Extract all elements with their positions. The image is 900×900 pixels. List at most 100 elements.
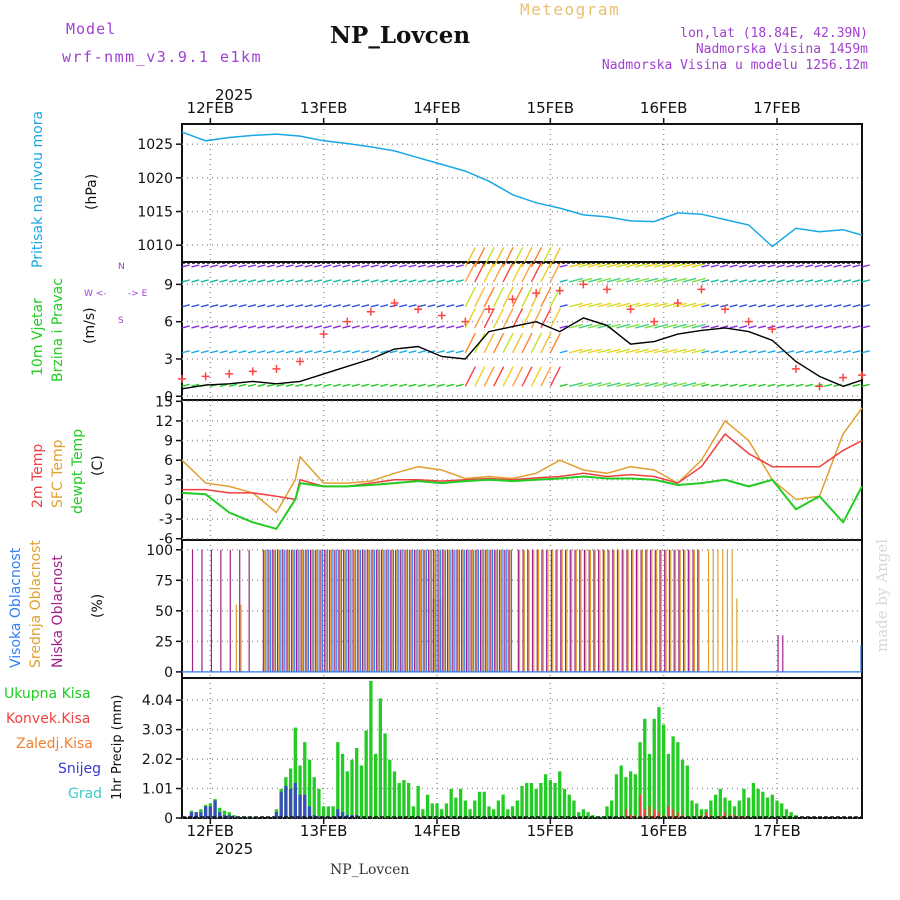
wind-vector [663, 302, 678, 308]
wind-vector [578, 262, 593, 268]
wind-vector [672, 323, 687, 329]
precip-total-bar [784, 809, 789, 818]
y-tick-label: 12 [155, 414, 173, 430]
precip-total-bar [458, 788, 463, 818]
precip-total-bar [718, 788, 722, 818]
wind-gust-mark [839, 373, 848, 382]
wind-vector [786, 264, 795, 268]
panel-wind [181, 261, 863, 401]
wind-vector [502, 307, 514, 329]
precip-total-bar [444, 803, 449, 818]
precip-total-bar [331, 806, 335, 818]
precip-total-bar [643, 718, 647, 818]
precip-total-bar [728, 800, 732, 818]
wind-vector [511, 366, 524, 387]
wind-vector [710, 350, 719, 354]
precip-total-bar [761, 791, 765, 818]
wind-vector [757, 304, 767, 308]
wind-vector [370, 304, 379, 308]
precip-total-bar [775, 800, 779, 818]
precip-total-bar [567, 794, 571, 818]
wind-vector [247, 304, 257, 308]
wind-vector [654, 348, 668, 354]
wind-vector [474, 261, 486, 283]
precip-total-bar [515, 800, 519, 818]
precip-conv-bar [705, 812, 708, 818]
precip-total-bar [411, 806, 416, 818]
wind-gust-mark [319, 330, 328, 339]
precip-total-bar [345, 771, 349, 818]
wind-vector [427, 304, 436, 308]
wind-vector [502, 366, 514, 387]
wind-vector [795, 350, 804, 354]
wind-vector [540, 332, 552, 354]
wind-vector [181, 304, 190, 308]
wind-vector [276, 279, 285, 283]
wind-vector [295, 304, 304, 308]
y-tick-label: 75 [155, 573, 173, 589]
wind-vector [654, 323, 668, 329]
wind-vector [314, 264, 323, 268]
precip-total-bar [312, 777, 316, 818]
wind-vector [672, 262, 687, 268]
wind-vector [842, 350, 852, 354]
wind-vector [691, 348, 706, 354]
wind-vector [181, 383, 190, 388]
wind-vector [587, 302, 602, 308]
wind-gust-mark [508, 295, 517, 304]
wind-vector [408, 264, 417, 268]
wind-vector [464, 286, 476, 308]
wind-vector [464, 261, 476, 283]
wind-vector [511, 261, 524, 283]
wind-vector [625, 277, 640, 283]
wind-vector [342, 325, 351, 329]
wind-vector [578, 323, 593, 329]
y-tick-label: 50 [155, 604, 173, 620]
wind-vector [304, 264, 313, 268]
wind-vector [757, 383, 767, 388]
wind-vector [483, 307, 495, 329]
y-tick-label: 1020 [137, 171, 173, 187]
day-label: 13FEB [299, 99, 348, 117]
wind-vector [257, 325, 266, 329]
wind-vector [549, 366, 561, 387]
wind-vector [295, 325, 304, 329]
precip-total-bar [695, 803, 699, 818]
wind-gust-mark [650, 317, 659, 326]
precip-conv-bar [676, 812, 679, 818]
wind-vector [511, 286, 524, 308]
wind-vector [635, 302, 650, 308]
y-tick-label: 1015 [137, 205, 173, 221]
wind-vector [332, 383, 342, 388]
wind-vector [238, 325, 247, 329]
wind-vector [776, 383, 785, 388]
wind-vector [530, 261, 543, 283]
wind-vector [483, 332, 495, 354]
wind-vector [569, 262, 583, 268]
wind-vector [493, 366, 505, 387]
wind-vector [417, 383, 427, 388]
wind-vector [427, 325, 436, 329]
wind-vector [530, 307, 543, 329]
wind-vector [729, 279, 738, 283]
wind-vector [276, 350, 285, 354]
wind-vector [181, 325, 190, 329]
precip-conv-bar [719, 816, 722, 818]
wind-vector [247, 325, 257, 329]
wind-vector [332, 264, 342, 268]
wind-vector [389, 350, 398, 354]
precip-total-bar [364, 730, 368, 818]
wind-vector [833, 325, 842, 329]
wind-vector [691, 277, 706, 283]
wind-vector [464, 307, 476, 329]
precip-total-bar [747, 797, 751, 818]
wind-vector [295, 350, 304, 354]
wind-vector [511, 307, 524, 329]
bottom-year-label: 2025 [215, 840, 254, 858]
precip-total-bar [713, 794, 718, 818]
wind-vector [663, 348, 678, 354]
wind-vector [285, 350, 294, 354]
wind-vector [748, 264, 757, 268]
precip-total-bar [633, 774, 637, 818]
wind-vector [436, 383, 445, 388]
